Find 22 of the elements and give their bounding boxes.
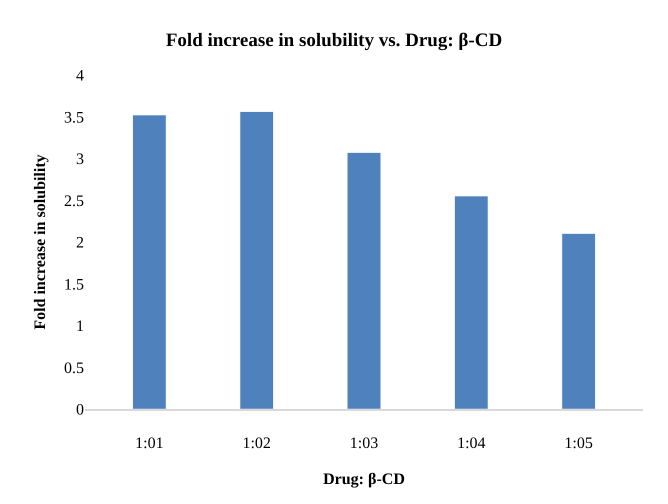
y-tick-label: 2.5 [64, 192, 84, 210]
bar [454, 196, 488, 409]
y-tick-label: 2 [76, 234, 84, 252]
y-tick-label: 0 [76, 402, 84, 419]
bar [347, 152, 381, 409]
x-tick-label: 1:04 [457, 434, 486, 452]
y-tick-label: 4 [76, 68, 84, 85]
bar [132, 114, 166, 409]
bar [240, 111, 274, 409]
chart-title: Fold increase in solubility vs. Drug: β-CD [166, 30, 502, 52]
bar [562, 233, 596, 409]
y-tick-label: 3 [76, 151, 84, 168]
x-axis-title: Drug: β-CD [323, 471, 405, 488]
y-tick-label: 3.5 [64, 109, 84, 126]
x-tick-label: 1:01 [135, 434, 164, 452]
y-tick-label: 1.5 [64, 276, 84, 294]
y-tick-label: 0.5 [64, 360, 84, 377]
x-tick-label: 1:03 [350, 434, 378, 452]
y-axis-title: Fold increase in solubility [32, 154, 49, 330]
x-tick-label: 1:05 [564, 434, 593, 452]
x-tick-label: 1:02 [242, 434, 271, 452]
y-tick-label: 1 [76, 318, 84, 336]
